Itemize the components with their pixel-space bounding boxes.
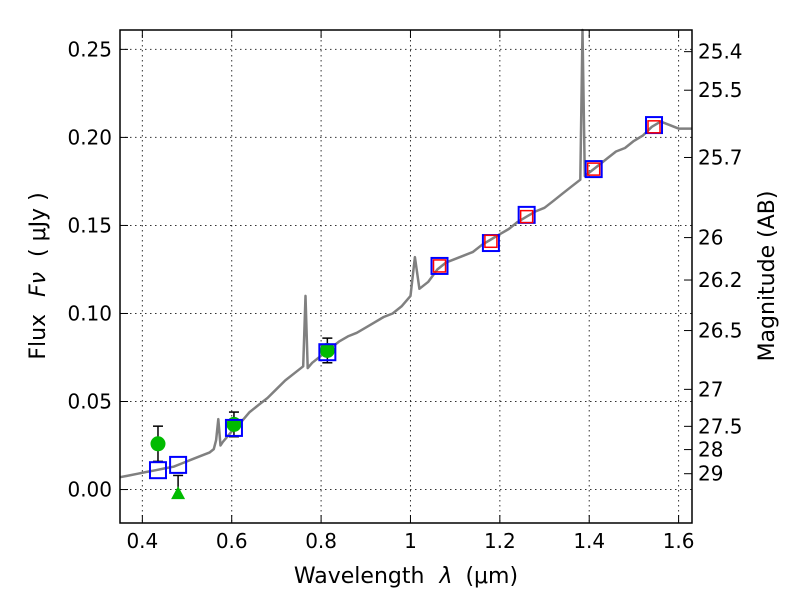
nir-photometry-square: [586, 162, 601, 176]
right-tick-label: 29: [698, 462, 723, 486]
model-photometry-square: [169, 455, 188, 474]
y-tick-label: 0.15: [67, 213, 112, 237]
model-photometry-square: [430, 256, 449, 275]
x-tick-label: 0.4: [126, 529, 158, 553]
upper-limit-marker: [171, 486, 186, 500]
model-photometry-square: [318, 343, 337, 362]
right-tick-label: 28: [698, 438, 723, 462]
x-axis-label-symbol: λ: [438, 564, 452, 589]
tick-layer: 0.4 0.6 0.8 1 1.2 1.4 1.6 0.00 0.05 0.10 0.15 0.20 0…: [67, 30, 743, 553]
grid-layer: [120, 30, 692, 523]
y-tick-label: 0.25: [67, 37, 112, 61]
x-tick-label: 0.6: [216, 529, 248, 553]
y-axis-label-unit: ( μJy ): [26, 192, 51, 257]
nir-photometry-square: [484, 234, 498, 249]
model-photometry-square: [224, 418, 243, 437]
x-tick-label: 1.6: [663, 529, 695, 553]
right-axis-label-text: Magnitude (AB): [755, 191, 780, 362]
right-tick-label: 27: [698, 377, 723, 401]
model-photometry-square: [148, 461, 167, 480]
right-tick-label: 25.5: [698, 78, 743, 102]
right-axis-label: Magnitude (AB): [755, 191, 780, 362]
y-tick-label: 0.00: [67, 478, 112, 502]
nir-photometry-square: [647, 120, 661, 134]
nir-photometry-square: [432, 259, 447, 273]
svg-text:Wavelength λ (μm): Wavelength λ (μm): [294, 564, 518, 589]
right-tick-label: 26.2: [698, 268, 743, 292]
x-axis-label: Wavelength λ (μm): [294, 564, 518, 589]
y-axis-label-symbol: Fν: [26, 272, 51, 297]
series-layer: [119, 28, 692, 500]
right-tick-label: 26: [698, 226, 723, 250]
model-photometry-square: [584, 160, 603, 179]
right-tick-label: 25.7: [698, 145, 743, 169]
nir-photometry-square: [519, 209, 534, 224]
svg-text:Flux Fν ( μJy ): Flux Fν ( μJy ): [26, 192, 51, 359]
y-axis-label-text: Flux: [26, 314, 51, 360]
right-tick-label: 26.5: [698, 319, 743, 343]
x-tick-label: 1: [404, 529, 417, 553]
x-axis-label-text: Wavelength: [294, 564, 425, 589]
x-tick-label: 1.4: [573, 529, 605, 553]
photometry-point: [150, 436, 166, 452]
y-tick-label: 0.05: [67, 390, 112, 414]
y-tick-label: 0.20: [67, 125, 112, 149]
spectrum-line: [119, 28, 692, 479]
x-tick-label: 1.2: [484, 529, 516, 553]
right-tick-label: 27.5: [698, 414, 743, 438]
x-tick-label: 0.8: [305, 529, 337, 553]
plot-frame: [119, 29, 693, 524]
x-axis-label-unit: (μm): [465, 564, 518, 589]
y-tick-label: 0.10: [67, 301, 112, 325]
photometry-point: [319, 342, 335, 358]
y-axis-label: Flux Fν ( μJy ): [26, 192, 51, 359]
right-tick-label: 25.4: [698, 40, 743, 64]
